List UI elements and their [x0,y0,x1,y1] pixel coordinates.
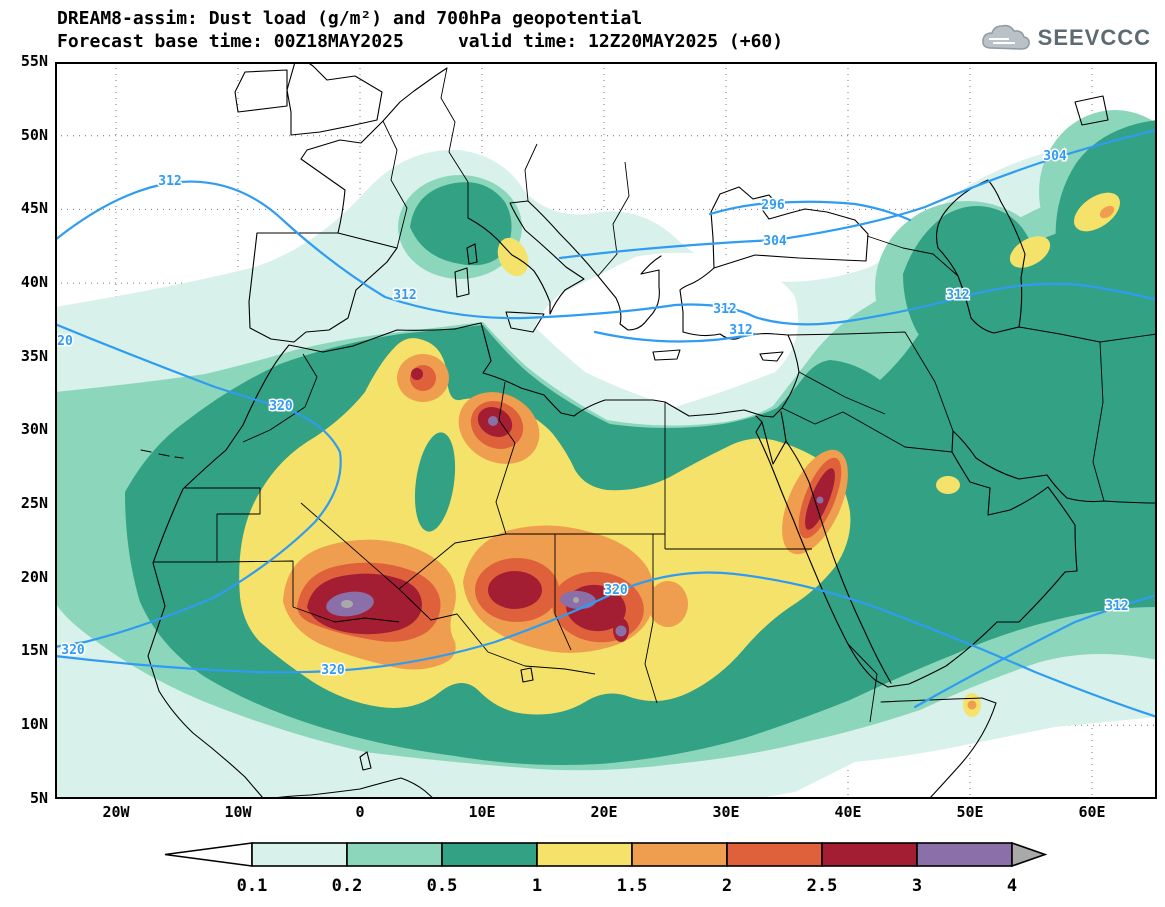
colorbar-tick: 2.5 [807,876,838,896]
y-tick-45N: 45N [20,199,48,217]
colorbar-segment [536,842,633,867]
contour-label: 320 [269,399,293,414]
contour-label: 320 [604,583,628,598]
dust-region-0p5-caucasus [903,206,1036,357]
contour-320-northwest [55,322,342,649]
contour-label: 304 [763,234,787,249]
x-tick-0: 0 [355,803,365,821]
chart-subtitle: Forecast base time: 00Z18MAY2025 valid t… [57,31,784,52]
colorbar-segment [251,842,348,867]
chart-title: DREAM8-assim: Dust load (g/m²) and 700hP… [57,8,643,29]
dust-region-4-chad [573,597,579,603]
colorbar-segment [346,842,443,867]
contour-label: 320 [61,643,85,658]
colorbar-tick: 0.1 [237,876,268,896]
contour-296 [708,200,912,222]
x-tick-20W: 20W [102,803,130,821]
colorbar-tick: 1 [532,876,542,896]
dust-region-1-arabia [936,476,960,494]
contour-312-europe [55,180,1157,326]
dust-region-1p5-horn [967,700,977,710]
x-tick-40E: 40E [834,803,862,821]
dust-region-1p5-northeast [1099,205,1115,219]
clear-region-mediterranean [535,252,799,407]
dust-region-3-redsea [816,496,824,504]
x-tick-30E: 30E [712,803,740,821]
colorbar-segment [916,842,1013,867]
y-tick-25N: 25N [20,494,48,512]
map-frame [55,62,1157,799]
country-borders [153,67,1157,723]
colorbar-segment [821,842,918,867]
y-tick-20N: 20N [20,568,48,586]
contour-label: 312 [1105,599,1128,614]
contour-label: 312 [729,323,752,338]
contour-312-tongue [593,330,757,343]
logo-text: SEEVCCC [1037,25,1151,50]
colorbar-segment [441,842,538,867]
forecast-map: 312 304 296 304 312 312 312 312 20 320 3… [55,62,1157,799]
x-tick-20E: 20E [590,803,618,821]
y-tick-55N: 55N [20,52,48,70]
dust-region-1-northeast [1074,192,1120,232]
x-tick-50E: 50E [956,803,984,821]
contour-label: 312 [946,288,969,303]
contour-320-south [55,571,1157,719]
cloud-icon [981,24,1030,50]
dust-region-3-tunisia [488,416,498,426]
colorbar-arrow-low [164,842,253,867]
dust-region-0p5-notch [414,432,456,532]
colorbar-tick: 0.2 [332,876,363,896]
y-tick-40N: 40N [20,273,48,291]
dust-region-2p5-algeria [411,368,423,380]
dust-region-2p5-central [488,571,542,609]
colorbar-segment [726,842,823,867]
contour-label: 312 [713,302,736,317]
colorbar-tick: 2 [722,876,732,896]
dust-region-1p5-sudan [648,581,688,627]
seevccc-logo: SEEVCCC [979,22,1151,54]
contour-304 [558,128,1157,260]
y-tick-50N: 50N [20,126,48,144]
y-tick-35N: 35N [20,347,48,365]
colorbar-tick: 3 [912,876,922,896]
colorbar-arrow-high [1011,841,1048,868]
dust-region-1-caspian [1009,236,1051,268]
contour-label: 320 [321,663,345,678]
y-tick-5N: 5N [29,789,48,807]
contour-312-southeast [913,593,1157,709]
dust-region-0p5-alps [410,182,512,266]
dust-region-4-west [341,600,353,608]
colorbar-tick: 0.5 [427,876,458,896]
contour-label: 312 [393,288,416,303]
x-tick-60E: 60E [1078,803,1106,821]
dust-region-3-south [615,625,627,637]
colorbar-tick: 4 [1007,876,1017,896]
contour-label: 296 [761,198,785,213]
colorbar-tick: 1.5 [617,876,648,896]
y-tick-15N: 15N [20,641,48,659]
colorbar: 0.1 0.2 0.5 1 1.5 2 2.5 3 4 [164,841,1048,896]
contour-label: 312 [158,174,181,189]
y-tick-10N: 10N [20,715,48,733]
contour-label: 20 [57,334,73,349]
contour-label: 304 [1043,149,1067,164]
geopotential-contours: 312 304 296 304 312 312 312 312 20 320 3… [55,128,1157,719]
y-tick-30N: 30N [20,420,48,438]
x-tick-10W: 10W [224,803,252,821]
x-tick-10E: 10E [468,803,496,821]
colorbar-segment [631,842,728,867]
